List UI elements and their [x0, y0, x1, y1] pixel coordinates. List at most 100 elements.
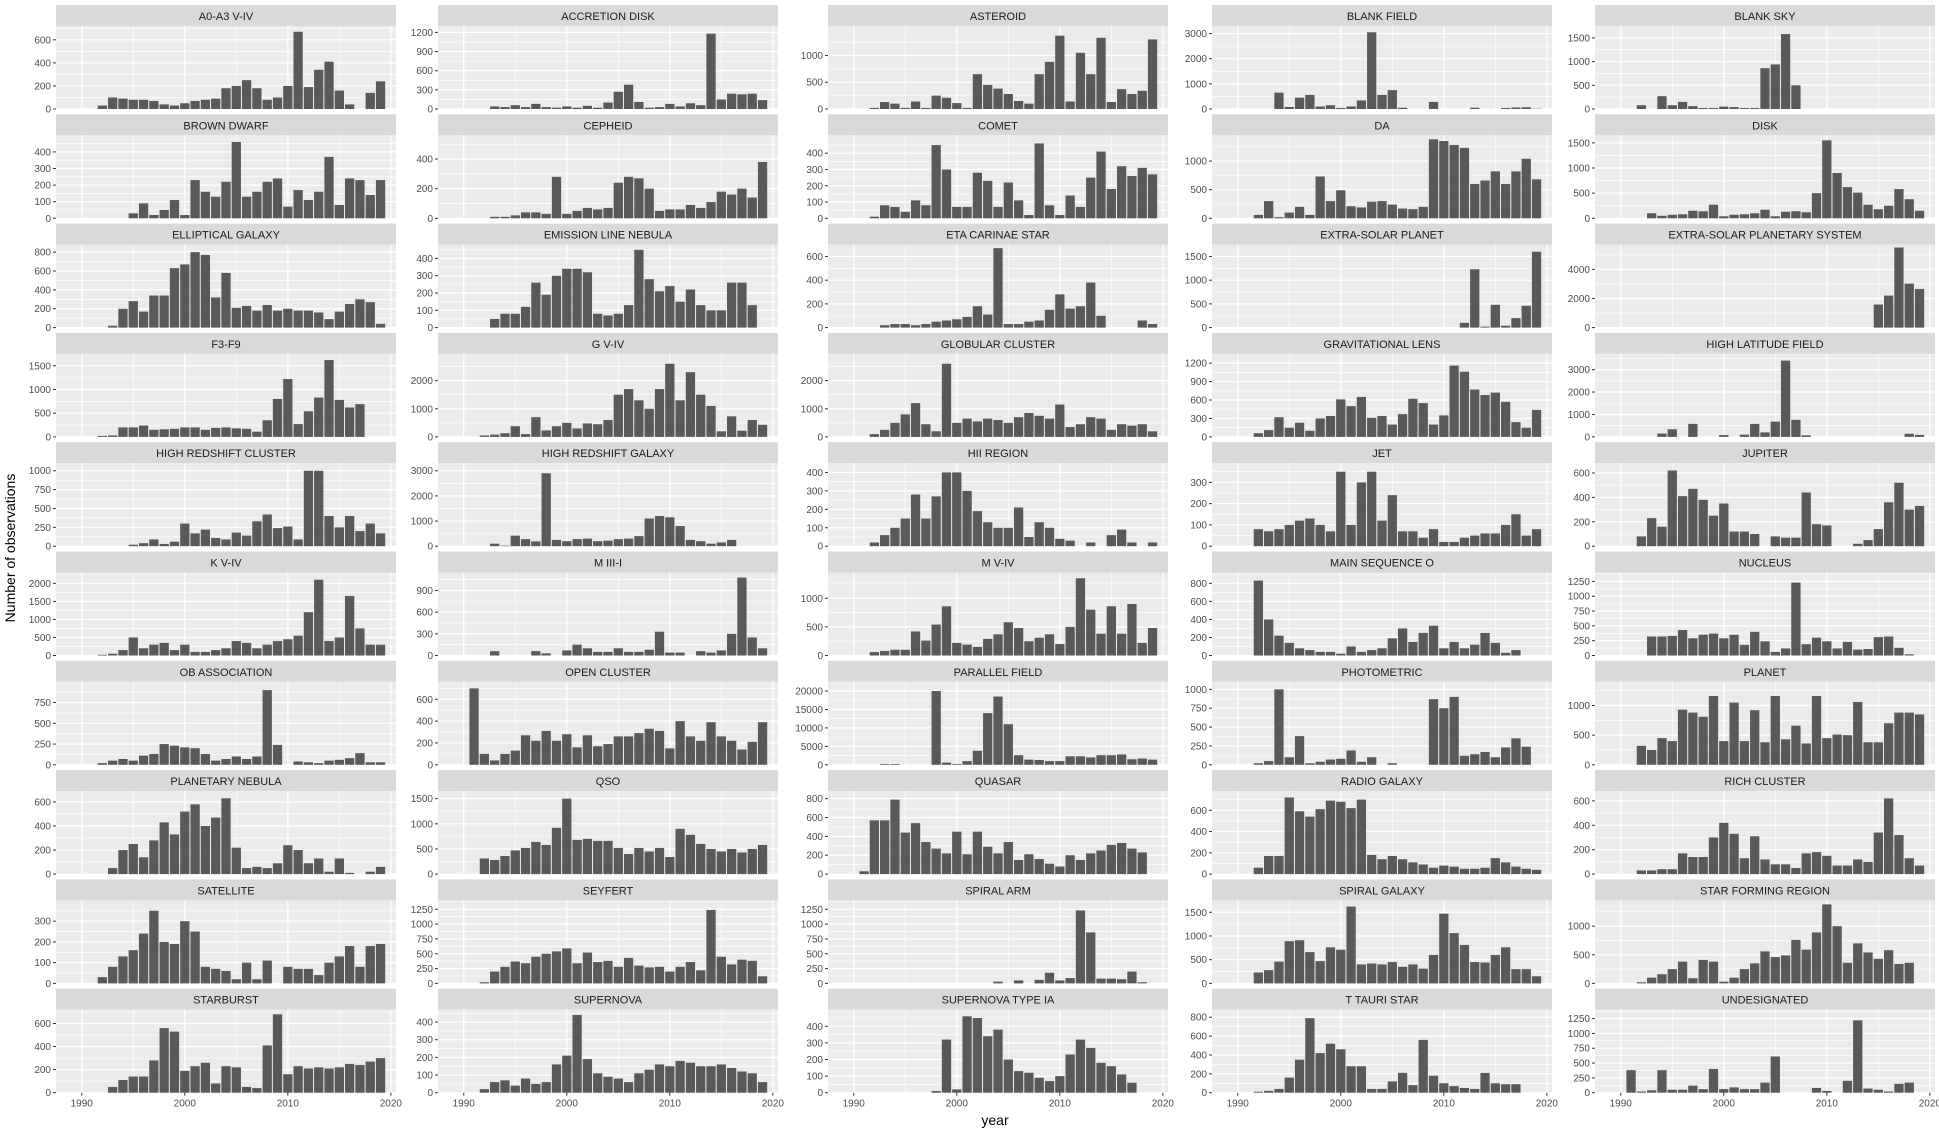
bar: [1490, 642, 1500, 656]
y-tick-label: 400: [34, 821, 51, 832]
bar: [727, 1067, 737, 1093]
bar: [159, 642, 169, 656]
bar: [1408, 398, 1418, 437]
bar: [283, 639, 293, 656]
y-tick-label: 3000: [1185, 29, 1208, 40]
facet-strip: [1212, 332, 1552, 354]
bar: [1657, 96, 1667, 109]
bar: [972, 306, 983, 328]
bar: [1511, 738, 1521, 765]
bar: [1719, 1089, 1729, 1093]
bar: [593, 209, 603, 219]
bar: [644, 1069, 654, 1093]
bar: [345, 946, 355, 984]
bar: [1264, 970, 1274, 984]
bar: [1315, 418, 1325, 437]
bar: [108, 966, 118, 984]
bar: [510, 850, 520, 875]
bar: [1480, 962, 1490, 984]
bar: [1096, 418, 1106, 437]
bar: [572, 747, 582, 765]
y-tick-label: 200: [416, 738, 433, 749]
bar: [1397, 107, 1408, 109]
y-tick-label: 2000: [1185, 54, 1208, 65]
bar: [1274, 856, 1284, 875]
bar: [941, 1039, 952, 1093]
facet-title: M V-IV: [981, 558, 1015, 570]
y-tick-label: 0: [427, 323, 433, 334]
facet-strip: [56, 988, 396, 1010]
bar: [1853, 192, 1863, 219]
bar: [180, 103, 190, 109]
bar: [1811, 696, 1822, 765]
bar: [1439, 1083, 1449, 1093]
facet-title: BLANK SKY: [1734, 11, 1796, 23]
bar: [1750, 631, 1760, 656]
y-tick-label: 200: [34, 181, 51, 192]
bar: [190, 427, 200, 437]
bar: [593, 107, 603, 109]
bar: [1677, 1089, 1688, 1093]
bar: [1086, 609, 1096, 656]
y-tick-label: 1000: [801, 404, 824, 415]
bar: [1075, 52, 1086, 109]
bar: [1024, 759, 1034, 765]
bar: [1284, 524, 1294, 547]
bar: [1801, 435, 1811, 437]
bar: [252, 1088, 262, 1093]
y-tick-label: 1250: [1568, 577, 1591, 588]
y-tick-label: 500: [1573, 950, 1590, 961]
bar: [108, 1086, 118, 1093]
bar: [1055, 404, 1065, 437]
bar: [1377, 964, 1387, 984]
bar: [962, 418, 972, 437]
y-tick-label: 200: [34, 846, 51, 857]
bar: [993, 248, 1003, 328]
bar: [603, 102, 613, 109]
bar: [231, 756, 241, 765]
bar: [1305, 214, 1315, 219]
bar: [634, 536, 644, 547]
bar: [757, 976, 768, 984]
bar: [252, 191, 262, 219]
bar: [1127, 603, 1137, 656]
bar: [1044, 972, 1055, 984]
bar: [1428, 867, 1439, 875]
bar: [1356, 651, 1367, 656]
facet-title: OB ASSOCIATION: [180, 667, 273, 679]
bar: [520, 107, 531, 109]
bar: [1284, 1077, 1294, 1093]
bar: [1055, 294, 1065, 328]
facet-strip: [438, 879, 778, 901]
y-tick-label: 600: [1573, 796, 1590, 807]
bar: [149, 539, 159, 547]
bar: [520, 434, 531, 437]
bar: [520, 963, 531, 984]
bar: [1377, 648, 1387, 656]
bar: [1003, 842, 1013, 875]
bar: [180, 264, 190, 328]
y-tick-label: 300: [1190, 414, 1207, 425]
bar: [1253, 214, 1263, 219]
bar: [1065, 427, 1075, 437]
bar: [1511, 1084, 1521, 1093]
bar: [1305, 763, 1315, 765]
y-tick-label: 750: [1190, 704, 1207, 715]
y-tick-label: 100: [1190, 520, 1207, 531]
bar: [1086, 74, 1096, 109]
bar: [880, 102, 890, 109]
y-tick-label: 100: [806, 1072, 823, 1083]
bar: [880, 820, 890, 875]
bar: [737, 1071, 747, 1093]
bar: [1117, 754, 1127, 765]
bar: [623, 176, 634, 219]
bar: [623, 853, 634, 875]
facet-strip: [828, 551, 1168, 573]
bar: [252, 866, 262, 875]
y-tick-label: 200: [806, 299, 823, 310]
bar: [1325, 201, 1336, 219]
